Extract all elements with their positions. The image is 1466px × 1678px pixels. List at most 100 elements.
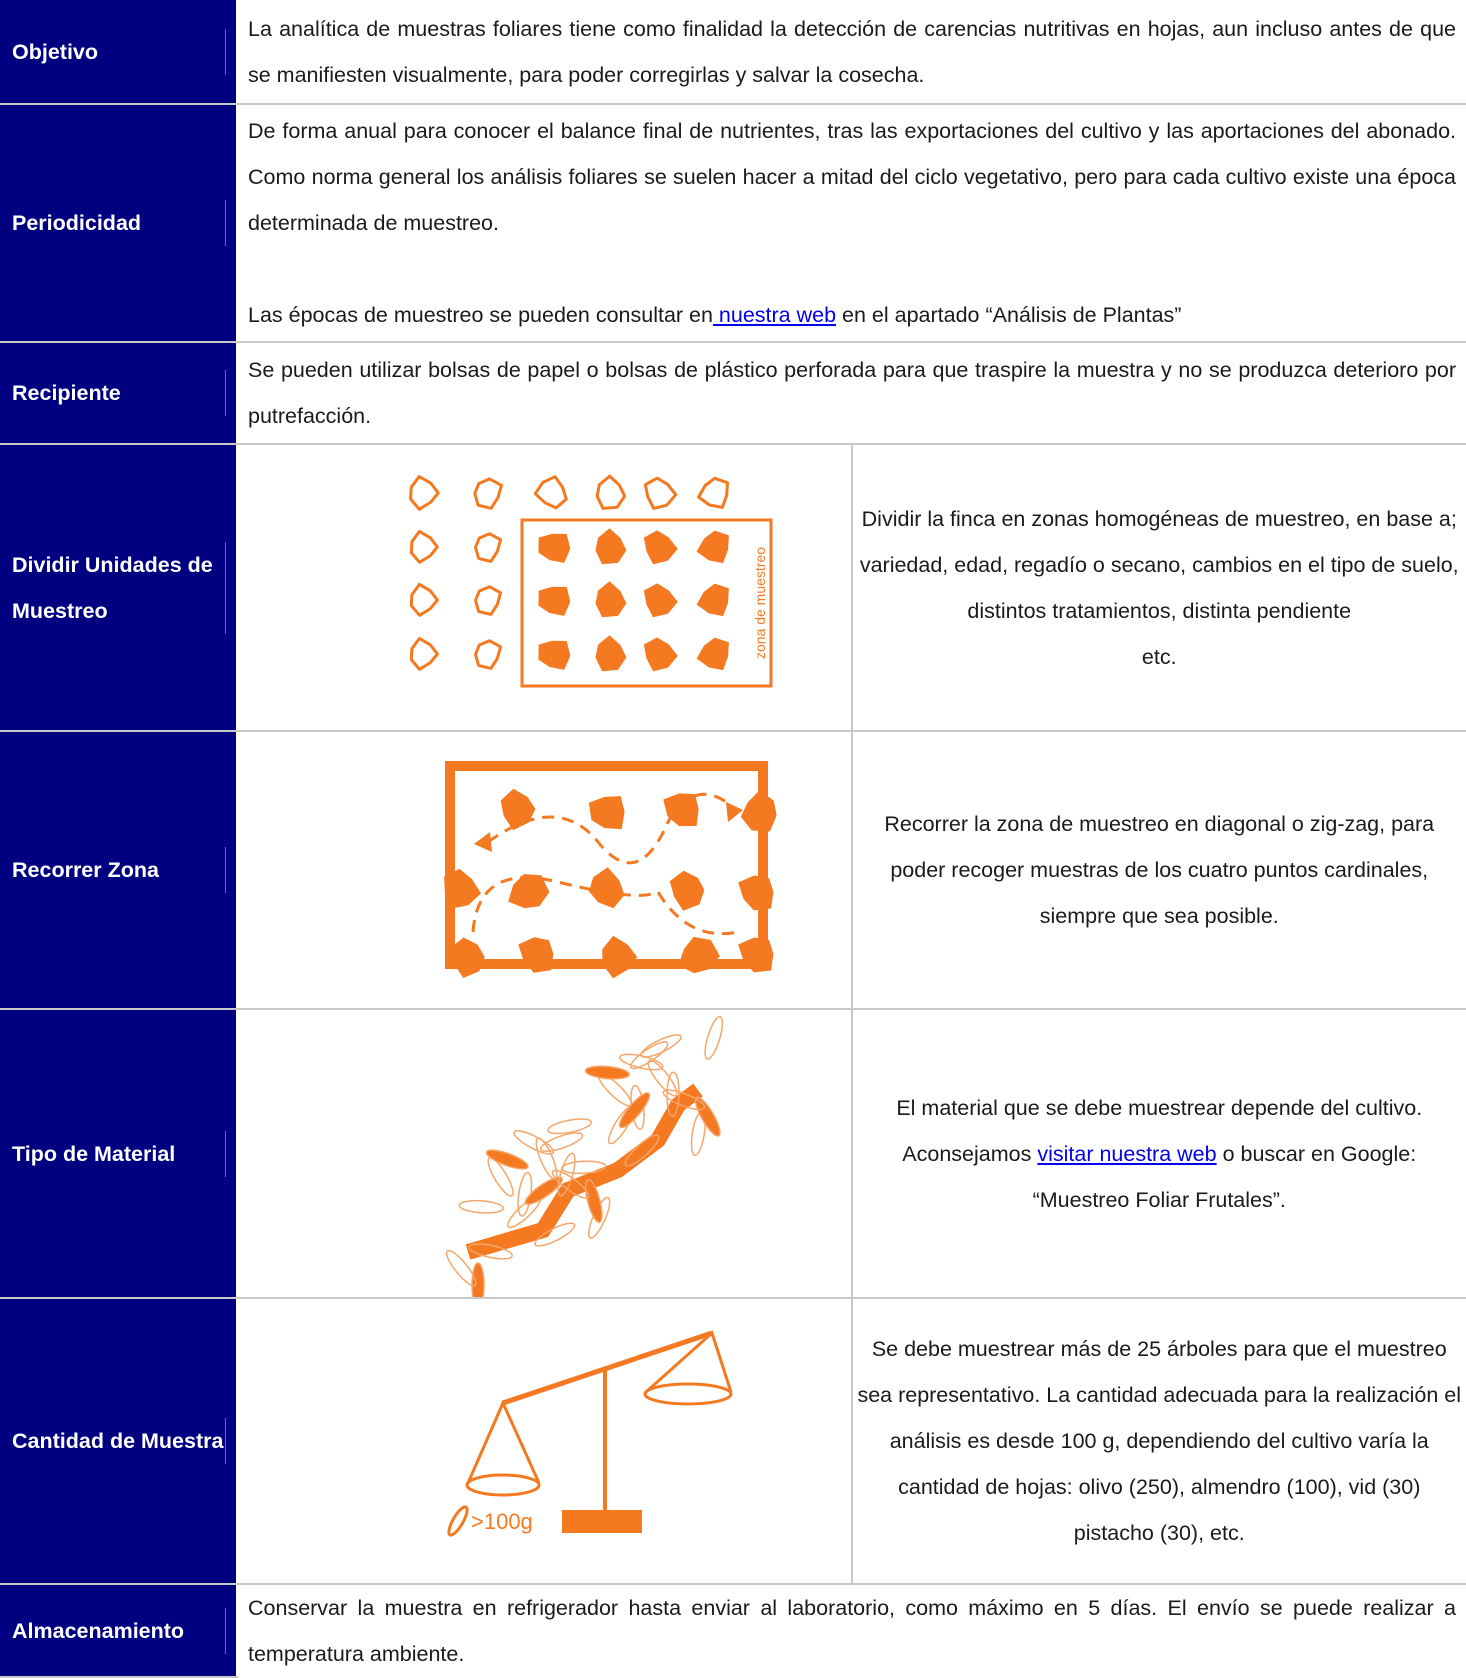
zones-illustration: zona de muestreo	[238, 445, 850, 730]
empty-plot	[411, 477, 439, 510]
row: Recipiente Se pueden utilizar bolsas de …	[0, 342, 1466, 444]
base	[562, 1510, 642, 1533]
filled-plot	[697, 638, 729, 671]
leaf	[484, 1146, 529, 1172]
row-label: Recipiente	[0, 342, 237, 444]
filled-plot	[596, 528, 627, 564]
zone-caption: zona de muestreo	[752, 547, 768, 659]
row: Objetivo La analítica de muestras foliar…	[0, 0, 1466, 104]
label-text: Almacenamiento	[12, 1608, 226, 1654]
empty-plot	[411, 584, 437, 615]
label-text: Recipiente	[12, 370, 226, 416]
row-label: Periodicidad	[0, 104, 237, 342]
label-text: Periodicidad	[12, 200, 226, 246]
branch-illustration	[238, 1010, 850, 1297]
walk-illustration	[238, 732, 850, 1008]
label-text: Cantidad de Muestra	[12, 1418, 226, 1464]
filled-plot	[644, 637, 678, 671]
filled-plot	[697, 584, 729, 617]
pan-string	[468, 1403, 539, 1483]
label-text: Tipo de Material	[12, 1131, 226, 1177]
paragraph: etc.	[857, 634, 1463, 680]
side-text: El material que se debe muestrear depend…	[852, 1009, 1466, 1298]
row-text: Se pueden utilizar bolsas de papel o bol…	[237, 342, 1466, 444]
filled-plot	[538, 587, 570, 616]
empty-plot	[411, 638, 437, 669]
filled-plot	[697, 531, 729, 564]
empty-plot	[699, 478, 728, 507]
row-label: Tipo de Material	[0, 1009, 237, 1298]
filled-plot	[644, 530, 678, 564]
row: Periodicidad De forma anual para conocer…	[0, 104, 1466, 342]
filled-plot	[670, 871, 705, 911]
empty-plot	[645, 478, 675, 508]
side-text: Recorrer la zona de muestreo en diagonal…	[852, 731, 1466, 1009]
filled-plot	[444, 869, 481, 909]
leaf	[459, 1199, 504, 1214]
row-text: Conservar la muestra en refrigerador has…	[237, 1584, 1466, 1677]
weight-caption: >100g	[471, 1509, 533, 1534]
leaf	[472, 1263, 484, 1297]
empty-plot	[476, 534, 501, 562]
note: Las épocas de muestreo se pueden consult…	[248, 292, 1456, 338]
filled-plot	[589, 796, 625, 829]
filled-plot	[644, 583, 678, 617]
label-text: Recorrer Zona	[12, 847, 226, 893]
paragraph: De forma anual para conocer el balance f…	[248, 108, 1456, 246]
row: Cantidad de Muestra >100g Se debe muestr…	[0, 1298, 1466, 1584]
link[interactable]: visitar nuestra web	[1037, 1142, 1216, 1166]
filled-plot	[538, 641, 570, 670]
empty-plot	[411, 531, 437, 562]
row: Almacenamiento Conservar la muestra en r…	[0, 1584, 1466, 1677]
filled-plot	[501, 789, 536, 831]
beam	[503, 1333, 712, 1403]
paragraph: Dividir la finca en zonas homogéneas de …	[857, 496, 1463, 634]
leaf	[639, 1031, 684, 1061]
row-text: De forma anual para conocer el balance f…	[237, 104, 1466, 342]
row: Dividir Unidades de Muestreo zona de mue…	[0, 444, 1466, 731]
side-text: Se debe muestrear más de 25 árboles para…	[852, 1298, 1466, 1584]
row: Recorrer Zona Recorrer la zona de muestr…	[0, 731, 1466, 1009]
note-text: Las épocas de muestreo se pueden consult…	[248, 303, 713, 327]
pan	[645, 1384, 731, 1404]
empty-plot	[476, 641, 501, 669]
row-label: Cantidad de Muestra	[0, 1298, 237, 1584]
filled-plot	[741, 790, 777, 831]
filled-plot	[538, 534, 570, 563]
scale-illustration: >100g	[238, 1299, 850, 1583]
row-label: Recorrer Zona	[0, 731, 237, 1009]
filled-plot	[602, 936, 637, 979]
branch	[468, 1090, 698, 1252]
leaf	[616, 1089, 653, 1130]
filled-plot	[450, 938, 485, 979]
empty-plot	[597, 476, 625, 508]
row-label: Objetivo	[0, 0, 237, 104]
filled-plot	[596, 581, 627, 617]
empty-plot	[476, 587, 501, 615]
empty-plot	[475, 479, 502, 508]
label-text: Objetivo	[12, 29, 226, 75]
filled-plot	[738, 876, 773, 911]
image-cell: zona de muestreo	[237, 444, 852, 731]
row-text: La analítica de muestras foliares tiene …	[237, 0, 1466, 104]
label-text: Dividir Unidades de Muestreo	[12, 542, 226, 634]
filled-plot	[589, 867, 625, 908]
filled-plot	[596, 635, 627, 671]
arrow	[726, 802, 743, 822]
image-cell	[237, 1009, 852, 1298]
row: Tipo de Material El material que se debe…	[0, 1009, 1466, 1298]
image-cell	[237, 731, 852, 1009]
arrow	[474, 832, 492, 852]
pan	[467, 1475, 539, 1495]
row-label: Almacenamiento	[0, 1584, 237, 1677]
leaf	[585, 1065, 630, 1081]
leaf	[446, 1505, 471, 1538]
link[interactable]: nuestra web	[713, 303, 836, 327]
empty-plot	[535, 477, 566, 508]
side-text: Dividir la finca en zonas homogéneas de …	[852, 444, 1466, 731]
leaf	[702, 1015, 726, 1061]
row-label: Dividir Unidades de Muestreo	[0, 444, 237, 731]
note-text: en el apartado “Análisis de Plantas”	[836, 303, 1181, 327]
